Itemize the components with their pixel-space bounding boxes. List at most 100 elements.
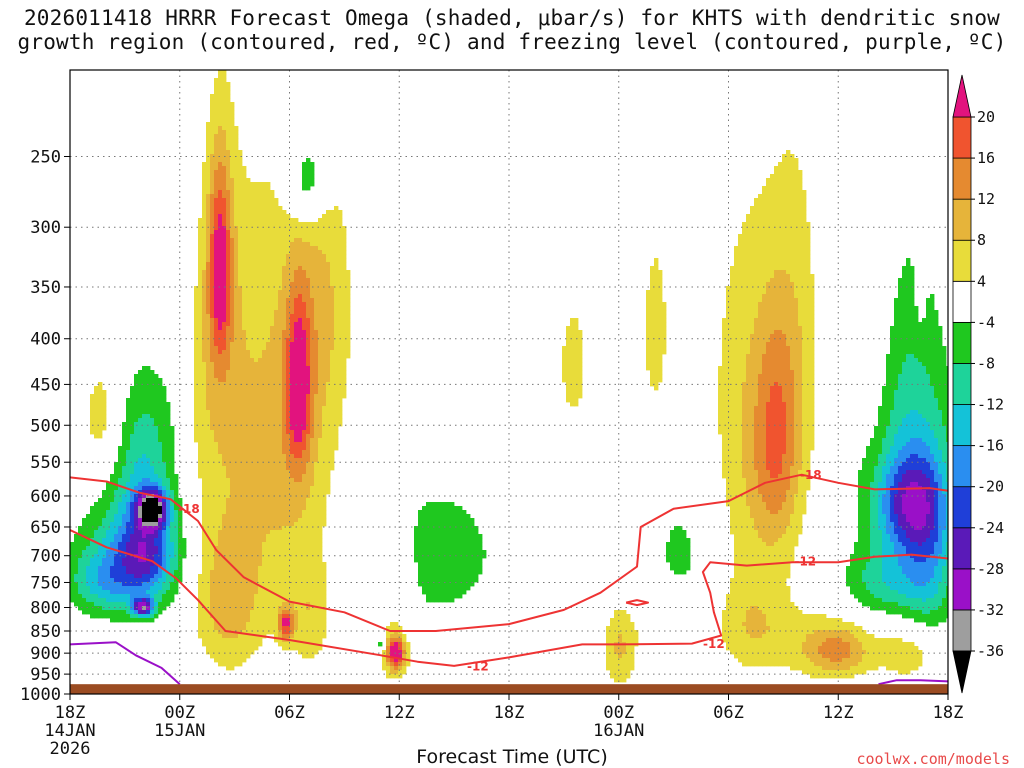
- omega-cell: [802, 250, 807, 255]
- omega-cell: [570, 382, 575, 387]
- omega-cell: [278, 254, 283, 259]
- omega-cell: [910, 318, 915, 323]
- omega-cell: [158, 398, 163, 403]
- omega-cell: [326, 358, 331, 363]
- omega-cell: [262, 274, 267, 279]
- omega-cell: [770, 378, 775, 383]
- omega-cell: [226, 422, 231, 427]
- omega-cell: [342, 246, 347, 251]
- omega-cell: [718, 394, 723, 399]
- omega-cell: [906, 434, 911, 439]
- omega-cell: [938, 358, 943, 363]
- omega-cell: [234, 138, 239, 143]
- omega-cell: [322, 282, 327, 287]
- omega-cell: [294, 226, 299, 231]
- omega-cell: [742, 334, 747, 339]
- omega-cell: [342, 258, 347, 263]
- omega-cell: [334, 342, 339, 347]
- omega-cell: [302, 382, 307, 387]
- omega-cell: [722, 390, 727, 395]
- omega-cell: [782, 278, 787, 283]
- omega-cell: [194, 366, 199, 371]
- omega-cell: [786, 330, 791, 335]
- omega-cell: [570, 354, 575, 359]
- omega-cell: [790, 442, 795, 447]
- omega-cell: [238, 286, 243, 291]
- omega-cell: [218, 94, 223, 99]
- omega-cell: [202, 334, 207, 339]
- omega-cell: [802, 338, 807, 343]
- omega-cell: [282, 430, 287, 435]
- omega-cell: [790, 338, 795, 343]
- omega-cell: [774, 190, 779, 195]
- omega-cell: [650, 318, 655, 323]
- omega-cell: [338, 374, 343, 379]
- omega-cell: [882, 398, 887, 403]
- omega-cell: [214, 286, 219, 291]
- omega-cell: [774, 326, 779, 331]
- omega-cell: [926, 406, 931, 411]
- omega-cell: [146, 406, 151, 411]
- omega-cell: [326, 302, 331, 307]
- omega-cell: [282, 342, 287, 347]
- omega-cell: [278, 370, 283, 375]
- omega-cell: [754, 390, 759, 395]
- omega-cell: [946, 406, 948, 411]
- omega-cell: [790, 270, 795, 275]
- omega-cell: [922, 406, 927, 411]
- omega-cell: [766, 210, 771, 215]
- omega-cell: [774, 270, 779, 275]
- omega-cell: [302, 394, 307, 399]
- omega-cell: [802, 226, 807, 231]
- omega-cell: [314, 438, 319, 443]
- omega-cell: [754, 326, 759, 331]
- omega-cell: [250, 206, 255, 211]
- omega-cell: [754, 214, 759, 219]
- omega-cell: [738, 402, 743, 407]
- omega-cell: [226, 302, 231, 307]
- omega-cell: [294, 350, 299, 355]
- omega-cell: [214, 98, 219, 103]
- omega-cell: [758, 322, 763, 327]
- omega-cell: [914, 430, 919, 435]
- omega-cell: [894, 318, 899, 323]
- omega-cell: [910, 326, 915, 331]
- omega-cell: [930, 362, 935, 367]
- omega-cell: [798, 234, 803, 239]
- omega-cell: [238, 406, 243, 411]
- omega-cell: [658, 366, 663, 371]
- omega-cell: [762, 246, 767, 251]
- omega-cell: [286, 334, 291, 339]
- omega-cell: [810, 366, 815, 371]
- omega-cell: [210, 118, 215, 123]
- omega-cell: [786, 434, 791, 439]
- omega-cell: [254, 246, 259, 251]
- omega-cell: [730, 366, 735, 371]
- omega-cell: [222, 326, 227, 331]
- omega-cell: [910, 386, 915, 391]
- omega-cell: [794, 254, 799, 259]
- omega-cell: [234, 366, 239, 371]
- omega-cell: [138, 422, 143, 427]
- omega-cell: [218, 110, 223, 115]
- omega-cell: [342, 346, 347, 351]
- omega-cell: [798, 418, 803, 423]
- omega-cell: [198, 270, 203, 275]
- omega-cell: [790, 262, 795, 267]
- omega-cell: [774, 350, 779, 355]
- omega-cell: [802, 270, 807, 275]
- omega-cell: [778, 310, 783, 315]
- omega-cell: [770, 342, 775, 347]
- omega-cell: [646, 334, 651, 339]
- omega-cell: [266, 434, 271, 439]
- omega-cell: [130, 438, 135, 443]
- omega-cell: [902, 398, 907, 403]
- omega-cell: [218, 370, 223, 375]
- omega-cell: [326, 382, 331, 387]
- omega-cell: [342, 382, 347, 387]
- omega-cell: [250, 430, 255, 435]
- omega-cell: [218, 146, 223, 151]
- omega-cell: [654, 274, 659, 279]
- omega-cell: [94, 398, 99, 403]
- omega-cell: [210, 146, 215, 151]
